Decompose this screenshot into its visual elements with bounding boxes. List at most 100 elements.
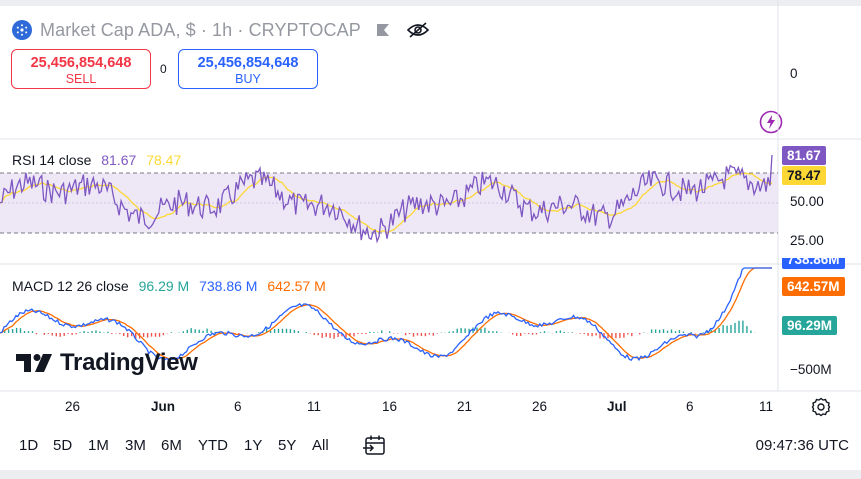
macd-histogram-bar [389,331,391,333]
macd-histogram-bar [412,333,415,337]
macd-histogram-bar [353,333,355,337]
rsi-band [0,173,778,233]
macd-histogram-bar [631,333,633,337]
macd-histogram-bar [71,333,73,335]
timeframe-button[interactable]: All [312,437,329,454]
macd-histogram-bar [51,333,53,336]
macd-histogram-bar [563,332,565,333]
macd-histogram-bar [472,327,474,333]
macd-histogram-bar [345,333,347,338]
x-label: 16 [382,399,398,414]
macd-histogram-bar [99,331,101,333]
macd-histogram-bar [460,327,462,333]
macd-histogram-bar [480,328,482,333]
timeframe-button[interactable]: 1Y [244,437,263,454]
macd-histogram-bar [297,331,300,333]
macd-histogram-bar [734,322,736,333]
rsi-level-25: 25.00 [790,233,824,248]
timeframe-button[interactable]: 5Y [278,437,297,454]
macd-histogram-bar [512,333,514,335]
macd-histogram-bar [404,333,407,336]
eye-off-icon[interactable] [406,21,429,39]
macd-histogram-bar [214,331,216,333]
macd-histogram-bar [273,329,276,333]
timeframe-button[interactable]: 3M [125,437,146,454]
macd-histogram-bar [639,333,641,335]
macd-histogram-bar [662,329,665,333]
symbol-title[interactable]: Market Cap ADA, $ · 1h · CRYPTOCAP [40,19,361,40]
macd-histogram-bar [43,333,46,335]
rsi-title: RSI 14 close [12,152,92,168]
macd-histogram-bar [488,330,490,333]
sell-button[interactable]: 25,456,854,648 SELL [11,49,151,89]
macd-histogram-bar [146,333,149,338]
macd-histogram-bar [95,330,97,333]
macd-histogram-bar [277,328,280,333]
macd-histogram-bar [162,333,165,336]
buy-button[interactable]: 25,456,854,648 BUY [178,49,318,89]
rsi-ma-badge: 78.47 [782,166,826,185]
timeframe-button[interactable]: 1D [19,437,39,454]
macd-histogram-bar [722,325,724,333]
macd-histogram-bar [202,330,204,333]
macd-histogram-bar [571,332,573,333]
clock[interactable]: 09:47:36 UTC [755,437,849,454]
signal-badge: 642.57M [782,277,845,296]
x-label: 21 [457,399,473,414]
macd-histogram-bar [432,333,434,336]
macd-histogram-bar [138,333,141,339]
macd-histogram-bar [258,332,260,333]
macd-histogram-bar [194,329,196,333]
macd-histogram-bar [19,328,22,333]
macd-histogram-bar [206,328,208,333]
macd-histogram-bar [218,331,220,333]
macd-histogram-bar [210,330,212,333]
macd-histogram-bar [583,333,585,334]
macd-histogram-bar [468,328,470,333]
macd-histogram-bar [238,333,240,335]
macd-histogram-bar [543,331,546,333]
macd-legend: MACD 12 26 close 96.29 M 738.86 M 642.57… [12,278,332,294]
macd-histogram-bar [23,331,26,333]
macd-histogram-bar [333,333,335,339]
macd-histogram-bar [714,329,716,333]
buy-label: BUY [235,72,261,86]
macd-histogram-bar [361,333,363,334]
macd-histogram-bar [142,333,145,337]
macd-histogram-bar [595,333,597,336]
macd-histogram-bar [658,329,661,333]
timeframe-button[interactable]: YTD [198,437,228,454]
macd-histogram-bar [420,333,423,337]
lightning-icon[interactable] [759,110,783,139]
macd-histogram-bar [373,332,375,333]
macd-histogram-bar [523,333,526,334]
macd-histogram-bar [35,333,38,335]
macd-histogram-bar [265,328,268,333]
x-label: 11 [759,399,774,414]
macd-histogram-bar [726,325,728,333]
macd-histogram-bar [492,331,494,333]
x-label: Jul [607,399,627,414]
macd-histogram-bar [365,333,367,334]
macd-badge: 738.86M [782,258,845,269]
macd-histogram-bar [289,329,292,333]
goto-date-icon[interactable] [362,433,388,464]
macd-histogram-bar [484,327,486,333]
macd-histogram-bar [539,332,542,333]
macd-histogram-bar [428,333,431,335]
macd-histogram-bar [131,333,133,337]
macd-histogram-bar [718,328,720,333]
macd-histogram-bar [392,333,395,334]
timeframe-button[interactable]: 1M [88,437,109,454]
macd-histogram-bar [527,333,530,334]
macd-histogram-bar [226,333,228,335]
timeframe-button[interactable]: 6M [161,437,182,454]
flag-icon[interactable] [375,22,391,38]
settings-icon[interactable] [811,397,831,422]
macd-histogram-bar [182,331,184,333]
macd-histogram-bar [603,333,605,339]
x-label: 26 [65,399,81,414]
macd-histogram-bar [416,333,419,336]
macd-histogram-bar [674,331,677,333]
timeframe-button[interactable]: 5D [53,437,73,454]
